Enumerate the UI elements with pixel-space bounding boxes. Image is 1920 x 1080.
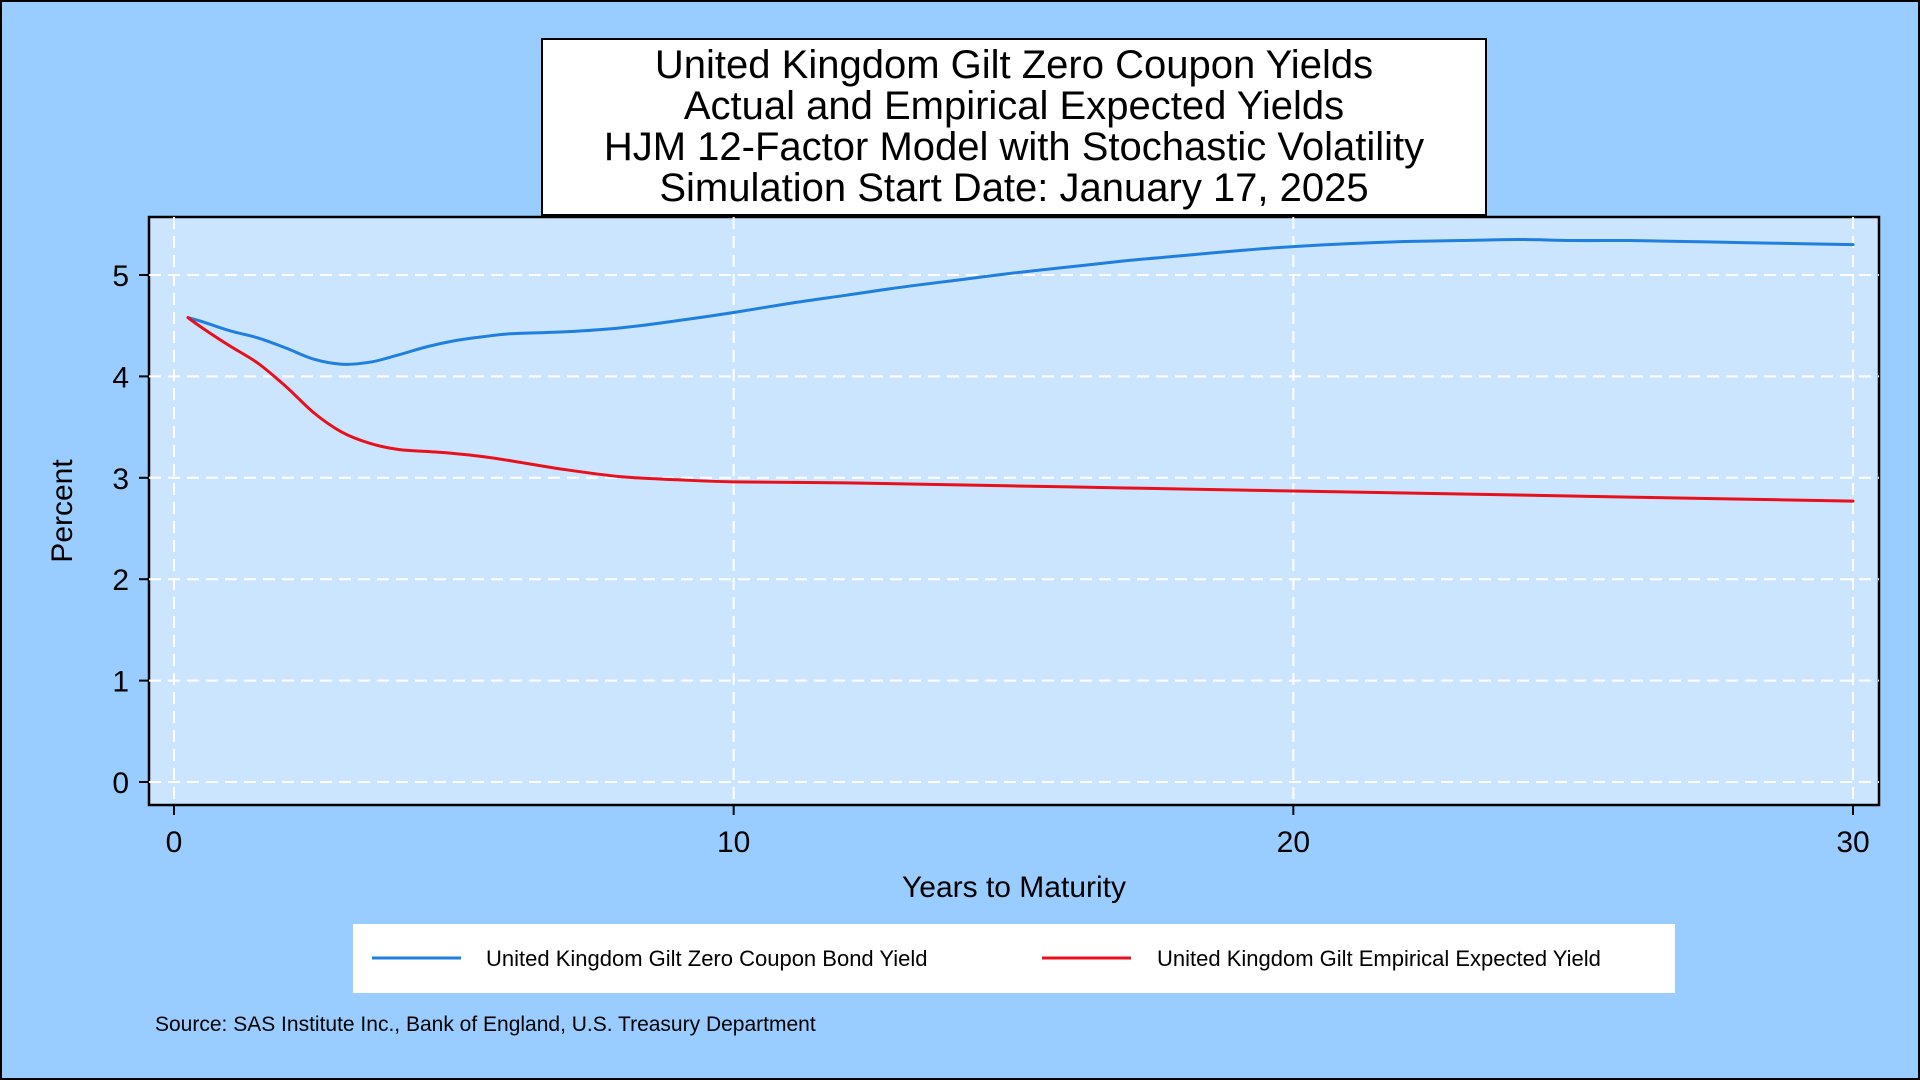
x-tick-label-20: 20: [1277, 826, 1310, 859]
chart-title-line-2: Actual and Empirical Expected Yields: [684, 84, 1344, 128]
chart-title-line-4: Simulation Start Date: January 17, 2025: [659, 166, 1368, 210]
series-lines: [186, 238, 1855, 503]
x-tick-label-0: 0: [166, 826, 183, 859]
legend-label-expected-yield: United Kingdom Gilt Empirical Expected Y…: [1157, 946, 1601, 971]
y-tick-label-2: 2: [112, 564, 129, 597]
series-line-zero-coupon-yield: [186, 238, 1855, 366]
source-note: Source: SAS Institute Inc., Bank of Engl…: [155, 1013, 816, 1036]
chart-title-line-3: HJM 12-Factor Model with Stochastic Vola…: [604, 125, 1424, 169]
y-tick-label-1: 1: [112, 666, 129, 699]
legend: United Kingdom Gilt Zero Coupon Bond Yie…: [353, 924, 1675, 993]
y-tick-label-0: 0: [112, 767, 129, 800]
x-axis-title: Years to Maturity: [902, 871, 1126, 904]
series-line-expected-yield: [186, 316, 1855, 503]
x-tick-label-10: 10: [717, 826, 750, 859]
axes: 0 1 2 3 4 5 0 10 20 30: [112, 260, 1869, 859]
title-frame: [541, 38, 1487, 216]
chart-title-box: United Kingdom Gilt Zero Coupon Yields A…: [541, 38, 1487, 216]
y-tick-label-4: 4: [112, 361, 129, 394]
legend-label-zero-coupon-yield: United Kingdom Gilt Zero Coupon Bond Yie…: [486, 946, 927, 971]
y-tick-label-5: 5: [112, 260, 129, 293]
y-tick-label-3: 3: [112, 463, 129, 496]
plot-area: [147, 215, 1881, 807]
chart-title-line-1: United Kingdom Gilt Zero Coupon Yields: [655, 43, 1373, 87]
grid-lines: [149, 217, 1879, 805]
legend-box: [353, 924, 1675, 993]
y-axis-title: Percent: [46, 459, 79, 563]
x-tick-label-30: 30: [1836, 826, 1869, 859]
